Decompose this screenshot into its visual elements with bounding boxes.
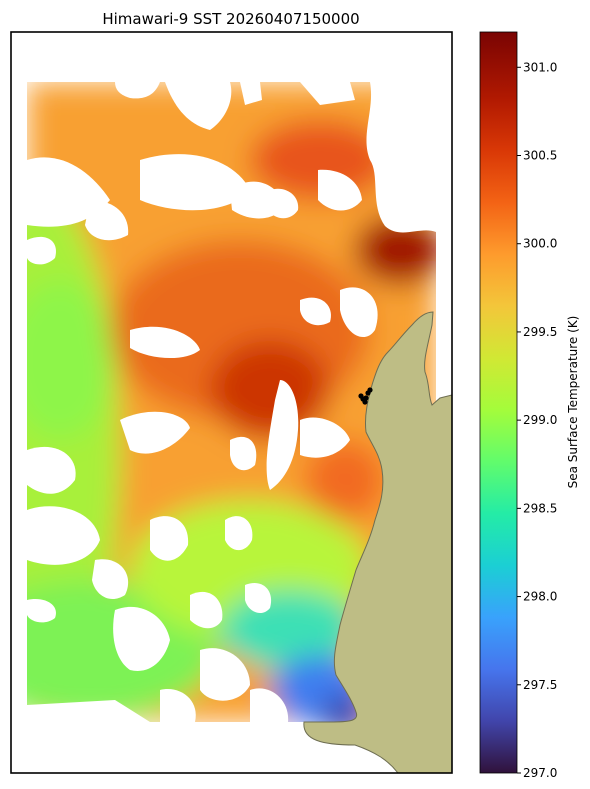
colorbar-tick-label: 297.5 bbox=[523, 678, 557, 692]
colorbar-label: Sea Surface Temperature (K) bbox=[566, 316, 580, 489]
field-north bbox=[250, 120, 390, 200]
field-central-core bbox=[210, 340, 330, 440]
colorbar-tick-label: 299.0 bbox=[523, 413, 557, 427]
colorbar-tick-label: 297.0 bbox=[523, 766, 557, 780]
colorbar-tick-label: 298.5 bbox=[523, 501, 557, 515]
station-markers bbox=[358, 387, 373, 405]
field-west-bright bbox=[27, 280, 115, 440]
chart-title: Himawari-9 SST 20260407150000 bbox=[102, 10, 359, 28]
field-northeast bbox=[355, 215, 436, 285]
colorbar-tick-label: 300.5 bbox=[523, 149, 557, 163]
colorbar-ticks: 297.0 297.5 298.0 298.5 299.0 299.5 300.0 300.5… bbox=[517, 60, 557, 780]
colorbar-tick-label: 299.5 bbox=[523, 325, 557, 339]
station-marker bbox=[360, 396, 366, 402]
land-mass bbox=[303, 311, 452, 773]
colorbar bbox=[479, 31, 518, 774]
colorbar-tick-label: 298.0 bbox=[523, 590, 557, 604]
colorbar-tick-label: 301.0 bbox=[523, 60, 557, 74]
cloud-mask bbox=[27, 82, 436, 722]
station-marker bbox=[367, 387, 373, 393]
field-east bbox=[305, 440, 385, 520]
map-frame bbox=[10, 31, 453, 774]
map-area bbox=[11, 32, 452, 773]
colorbar-tick-label: 300.0 bbox=[523, 237, 557, 251]
